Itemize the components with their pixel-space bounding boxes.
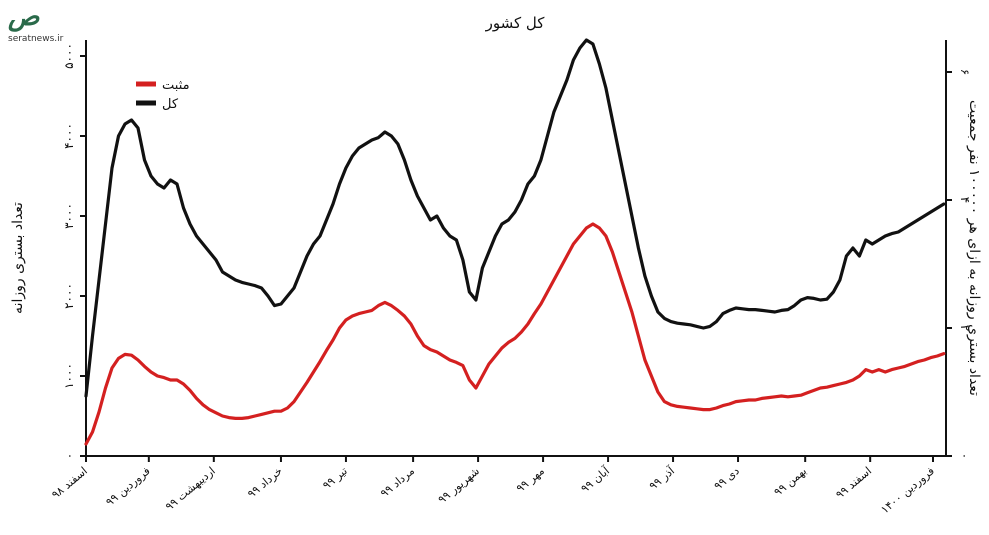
series-line-total	[84, 38, 946, 398]
x-tick-label: مرداد ۹۹	[378, 464, 417, 500]
logo-url: seratnews.ir	[8, 34, 64, 44]
x-tick-label: اسفند ۹۸	[49, 464, 90, 501]
y-tick-label: ۱۰۰۰	[62, 363, 76, 389]
x-tick-label: دی ۹۹	[712, 464, 743, 493]
y2-tick-label: ۰	[958, 453, 972, 459]
x-tick-label: اسفند ۹۹	[833, 464, 874, 501]
y2-tick-label: ۲	[958, 325, 972, 331]
x-tick-label: مهر ۹۹	[514, 464, 547, 495]
site-logo: ص seratnews.ir	[8, 4, 100, 48]
y-tick-label: ۰	[62, 453, 76, 459]
x-tick-label: خرداد ۹۹	[245, 464, 285, 500]
y-tick-label: ۵۰۰۰	[62, 43, 76, 69]
y2-tick-label: ۴	[958, 197, 972, 203]
x-tick-label: تیر ۹۹	[320, 464, 350, 492]
x-tick-label: بهمن ۹۹	[772, 464, 810, 499]
x-tick-label: فروردین ۱۴۰۰	[878, 464, 936, 516]
legend-label: مثبت	[162, 78, 190, 93]
y-tick-label: ۴۰۰۰	[62, 123, 76, 149]
series-line-positive	[84, 222, 946, 446]
series-layer	[84, 38, 946, 446]
y-tick-label: ۳۰۰۰	[62, 203, 76, 229]
x-tick-label: آذر ۹۹	[646, 463, 678, 493]
y-axis-title: تعداد بستری روزانه	[10, 202, 26, 314]
legend: مثبت کل	[136, 78, 190, 112]
logo-mark: ص	[8, 2, 40, 32]
axes: ۰ ۱۰۰۰ ۲۰۰۰ ۳۰۰۰ ۴۰۰۰ ۵۰۰۰ ۰ ۲ ۴ ۶ اسفند ۹۸ فروردین…	[10, 40, 982, 516]
chart-title: کل کشور	[485, 14, 546, 32]
x-tick-label: آبان ۹۹	[578, 463, 613, 495]
y2-axis-title: تعداد بستری روزانه به ازای هر ۱۰۰۰۰۰ نفر…	[966, 100, 982, 396]
legend-label: کل	[162, 97, 179, 112]
x-tick-label: اردیبهشت ۹۹	[163, 464, 218, 513]
x-tick-label: شهریور ۹۹	[436, 464, 482, 506]
x-tick-label: فروردین ۹۹	[103, 464, 152, 508]
y2-tick-label: ۶	[958, 69, 972, 75]
y-tick-label: ۲۰۰۰	[62, 283, 76, 309]
